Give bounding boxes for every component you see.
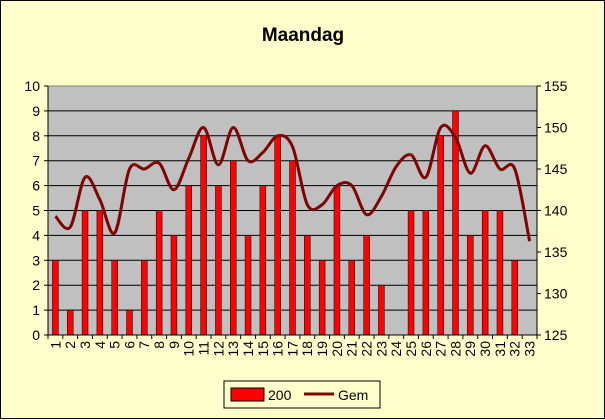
bar <box>437 135 444 336</box>
legend: 200 Gem <box>223 380 381 409</box>
x-tick-label: 29 <box>462 341 478 357</box>
y-right-tick-label: 130 <box>544 286 568 302</box>
bar <box>274 135 281 336</box>
y-left-tick-label: 9 <box>32 103 40 119</box>
bar <box>200 135 207 336</box>
x-tick-label: 3 <box>77 341 93 349</box>
x-tick-label: 19 <box>314 341 330 357</box>
bar <box>481 210 489 336</box>
x-tick-label: 24 <box>388 341 404 357</box>
y-right-tick-label: 140 <box>544 203 568 219</box>
bar <box>141 260 148 336</box>
y-left-tick-label: 8 <box>32 128 40 144</box>
x-tick-label: 14 <box>240 341 256 357</box>
bar <box>170 235 178 336</box>
bar <box>259 185 267 336</box>
x-tick-label: 8 <box>151 341 167 349</box>
chart-title: Maandag <box>262 25 344 46</box>
x-tick-label: 21 <box>344 341 360 357</box>
bar <box>126 309 133 336</box>
x-tick-label: 12 <box>210 341 226 357</box>
x-tick-label: 30 <box>477 341 493 357</box>
bar <box>348 260 355 336</box>
bar <box>496 210 504 336</box>
bar <box>333 185 341 336</box>
x-tick-label: 26 <box>418 341 434 357</box>
x-tick-label: 7 <box>136 341 152 349</box>
y-left-tick-label: 5 <box>32 203 40 219</box>
y-left-tick-label: 1 <box>32 302 40 318</box>
x-tick-label: 6 <box>121 341 137 349</box>
x-tick-label: 27 <box>433 341 449 357</box>
x-tick-label: 31 <box>492 341 508 357</box>
legend-label-line: Gem <box>338 387 368 403</box>
bar <box>230 160 237 336</box>
bar <box>67 309 74 336</box>
legend-swatch-bars <box>230 387 265 402</box>
y-right-tick-label: 145 <box>544 161 568 177</box>
bar <box>111 260 118 336</box>
x-tick-label: 32 <box>507 341 523 357</box>
x-tick-label: 25 <box>403 341 419 357</box>
bar <box>215 185 222 336</box>
y-left-tick-label: 7 <box>32 153 40 169</box>
x-tick-label: 15 <box>255 341 271 357</box>
y-right-tick-label: 150 <box>544 120 568 136</box>
bar <box>363 235 370 336</box>
bar <box>378 284 385 336</box>
y-right-tick-label: 125 <box>544 327 568 343</box>
x-tick-label: 16 <box>270 341 286 357</box>
y-left-tick-label: 4 <box>32 227 40 243</box>
bar <box>52 260 59 336</box>
axes: 0123456789101251301351401451501551234567… <box>24 78 567 357</box>
gem-line <box>54 123 532 242</box>
line-series <box>54 123 532 242</box>
bar <box>289 160 296 336</box>
bar <box>467 235 474 336</box>
legend-label-bars: 200 <box>268 387 292 403</box>
y-left-tick-label: 10 <box>24 78 40 94</box>
x-tick-label: 13 <box>225 341 241 357</box>
bar <box>407 210 415 336</box>
bar <box>244 235 252 336</box>
x-tick-label: 4 <box>92 341 108 349</box>
bar <box>81 210 89 336</box>
x-tick-label: 33 <box>521 341 537 357</box>
x-tick-label: 17 <box>284 341 300 357</box>
x-tick-label: 9 <box>166 341 182 349</box>
x-tick-label: 28 <box>447 341 463 357</box>
y-right-tick-label: 135 <box>544 244 568 260</box>
y-left-tick-label: 2 <box>32 277 40 293</box>
x-tick-label: 22 <box>358 341 374 357</box>
x-tick-label: 1 <box>47 341 63 349</box>
x-tick-label: 10 <box>181 341 197 357</box>
y-left-tick-label: 0 <box>32 327 40 343</box>
bar <box>422 210 430 336</box>
bar <box>96 210 104 336</box>
x-tick-label: 23 <box>373 341 389 357</box>
x-tick-label: 20 <box>329 341 345 357</box>
x-tick-label: 2 <box>62 341 78 349</box>
x-tick-label: 18 <box>299 341 315 357</box>
bar <box>185 185 192 336</box>
y-left-tick-label: 6 <box>32 178 40 194</box>
bar <box>511 260 518 336</box>
bar-series <box>52 110 518 336</box>
bar <box>318 260 326 336</box>
bar <box>304 235 311 336</box>
y-left-tick-label: 3 <box>32 252 40 268</box>
x-tick-label: 11 <box>195 341 211 356</box>
y-right-tick-label: 155 <box>544 78 568 94</box>
bar <box>155 210 163 336</box>
x-tick-label: 5 <box>107 341 123 349</box>
